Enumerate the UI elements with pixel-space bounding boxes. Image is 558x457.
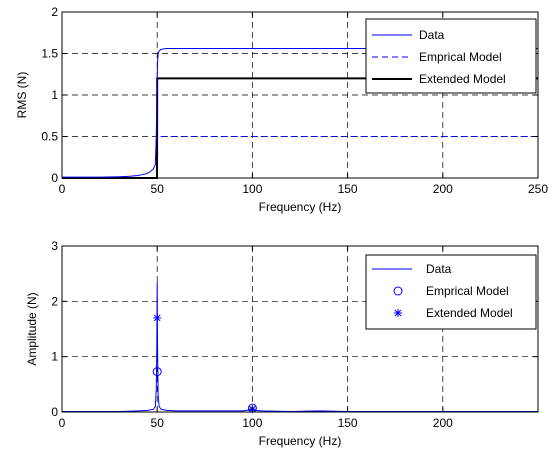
legend-label-data: Data [426,262,452,276]
legend-label-emprical: Emprical Model [419,50,502,64]
y-axis-label: RMS (N) [15,72,29,119]
emprical-model-point [152,367,162,377]
x-tick-label: 0 [59,416,66,430]
x-tick-label: 100 [242,416,262,430]
legend-box [365,18,537,94]
x-tick-label: 150 [338,182,358,196]
legend-swatch-extended-asterisk-marker [394,309,402,317]
tick-layer: 0 50 100 150 200 0 1 2 3 [51,239,538,430]
legend: Data Emprical Model Extended Model [365,18,537,94]
y-tick-label: 3 [51,239,58,253]
y-tick-label: 1 [51,350,58,364]
x-tick-label: 200 [433,182,453,196]
legend-swatch-emprical-circle-marker [393,286,403,296]
x-tick-label: 0 [59,182,66,196]
y-tick-label: 2 [51,294,58,308]
legend-label-data: Data [419,28,445,42]
plot-frame [61,245,539,413]
y-tick-label: 0 [51,405,58,419]
x-axis-label: Frequency (Hz) [259,434,342,448]
x-tick-label: 50 [151,182,165,196]
legend-label-extended: Extended Model [426,306,513,320]
y-tick-label: 2 [51,5,58,19]
x-tick-label: 100 [242,182,262,196]
y-tick-label: 0 [51,171,58,185]
y-tick-label: 0.5 [41,130,58,144]
extended-model-point [153,313,162,322]
x-tick-label: 200 [433,416,453,430]
tick-layer: 0 50 100 150 200 250 0 0.5 1 1.5 2 [41,5,548,196]
y-tick-label: 1.5 [41,47,58,61]
amplitude-chart: 0 50 100 150 200 0 1 2 3 Frequency (Hz) Amplitud… [25,239,539,448]
x-tick-label: 250 [528,182,548,196]
x-tick-label: 150 [338,416,358,430]
legend-label-extended: Extended Model [419,72,506,86]
x-axis-label: Frequency (Hz) [259,200,342,214]
data-line [62,281,538,412]
x-tick-label: 50 [151,416,165,430]
series-layer [62,281,538,414]
data-line [62,48,538,178]
y-tick-label: 1 [51,88,58,102]
legend-label-emprical: Emprical Model [426,284,509,298]
legend: Data Emprical Model Extended Model [365,254,537,330]
y-axis-label: Amplitude (N) [25,292,39,365]
